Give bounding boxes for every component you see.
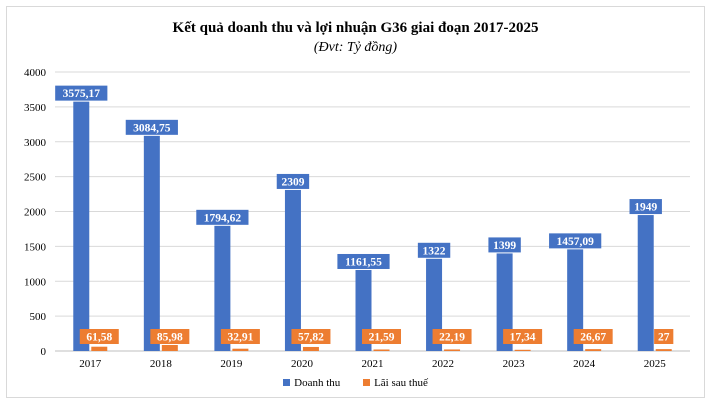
y-tick-label: 2000	[24, 207, 47, 219]
revenue-data-label: 3084,75	[133, 122, 171, 134]
revenue-bar	[284, 189, 301, 351]
y-tick-label: 1500	[24, 241, 47, 253]
profit-label-box	[150, 329, 190, 344]
revenue-label-box	[125, 119, 178, 135]
chart-title: Kết quả doanh thu và lợi nhuận G36 giai …	[172, 20, 539, 36]
revenue-label-box	[196, 209, 249, 225]
profit-label-box	[432, 329, 472, 344]
y-tick-label: 3500	[24, 102, 47, 114]
revenue-label-box	[417, 242, 451, 258]
legend-label-profit: Lãi sau thuế	[374, 377, 428, 389]
revenue-data-label: 1322	[423, 245, 446, 257]
revenue-bar	[637, 215, 654, 351]
revenue-bar	[214, 225, 231, 351]
y-tick-label: 500	[30, 311, 47, 323]
profit-label-box	[220, 329, 260, 344]
revenue-data-label: 2309	[281, 176, 304, 188]
revenue-bar	[143, 135, 160, 351]
x-tick-label: 2019	[220, 358, 243, 370]
x-tick-label: 2018	[150, 358, 173, 370]
x-tick-label: 2017	[79, 358, 102, 370]
revenue-data-label: 1457,09	[556, 236, 594, 248]
revenue-data-label: 1949	[634, 202, 657, 214]
revenue-label-box	[55, 85, 108, 101]
profit-data-label: 85,98	[157, 332, 183, 344]
revenue-label-box	[276, 173, 310, 189]
revenue-bar	[73, 101, 90, 351]
legend-swatch-profit	[363, 379, 371, 386]
revenue-data-label: 1161,55	[345, 256, 382, 268]
profit-bar	[232, 348, 249, 351]
legend-label-revenue: Doanh thu	[294, 377, 341, 389]
profit-data-label: 17,34	[510, 332, 536, 344]
y-tick-label: 0	[41, 346, 47, 358]
profit-bar	[91, 346, 108, 351]
profit-data-label: 26,67	[580, 332, 606, 344]
y-tick-label: 4000	[24, 67, 47, 79]
revenue-label-box	[629, 199, 662, 215]
profit-bar	[161, 345, 178, 351]
revenue-data-label: 1399	[493, 240, 516, 252]
profit-label-box	[291, 329, 331, 344]
profit-label-box	[362, 329, 401, 344]
revenue-data-label: 3575,17	[63, 88, 101, 100]
profit-bar	[444, 349, 461, 351]
profit-label-box	[573, 329, 613, 344]
y-tick-label: 1000	[24, 276, 47, 288]
revenue-bar	[426, 258, 443, 351]
profit-label-box	[654, 329, 674, 344]
profit-data-label: 22,19	[439, 332, 465, 344]
x-tick-label: 2021	[362, 358, 384, 370]
legend: Doanh thu Lãi sau thuế	[0, 377, 711, 389]
x-tick-label: 2023	[503, 358, 526, 370]
profit-data-label: 57,82	[298, 332, 324, 344]
revenue-label-box	[488, 237, 521, 253]
y-tick-label: 2500	[24, 172, 47, 184]
x-tick-label: 2022	[432, 358, 454, 370]
profit-data-label: 21,59	[369, 332, 395, 344]
profit-bar	[302, 346, 319, 351]
profit-label-box	[79, 329, 119, 344]
profit-bar	[655, 349, 672, 351]
revenue-bar	[567, 249, 584, 351]
revenue-bar	[496, 253, 513, 351]
revenue-label-box	[337, 253, 390, 269]
profit-bar	[514, 349, 531, 351]
revenue-label-box	[549, 233, 602, 249]
legend-item-revenue: Doanh thu	[283, 377, 340, 389]
profit-label-box	[503, 329, 543, 344]
profit-data-label: 32,91	[227, 332, 253, 344]
x-tick-label: 2025	[644, 358, 667, 370]
x-tick-label: 2024	[573, 358, 596, 370]
profit-bar	[373, 349, 390, 351]
y-tick-label: 3000	[24, 137, 47, 149]
revenue-data-label: 1794,62	[204, 212, 242, 224]
legend-item-profit: Lãi sau thuế	[363, 377, 428, 389]
profit-data-label: 27	[658, 332, 670, 344]
legend-swatch-revenue	[283, 379, 291, 386]
profit-bar	[585, 349, 602, 351]
x-tick-label: 2020	[291, 358, 314, 370]
chart-subtitle: (Đvt: Tỷ đồng)	[313, 40, 398, 55]
profit-data-label: 61,58	[86, 332, 112, 344]
